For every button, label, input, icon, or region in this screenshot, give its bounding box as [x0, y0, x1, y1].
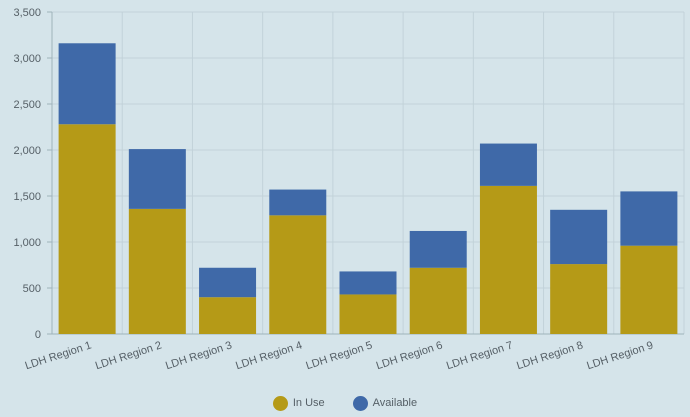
grid-lines — [51, 11, 685, 335]
y-tick-label: 3,500 — [13, 7, 41, 19]
bar-available — [550, 209, 608, 265]
y-axis: 0 500 1,000 1,500 2,000 2,500 3,000 3,500 — [13, 7, 684, 341]
bar-available — [128, 149, 186, 209]
x-tick-label: LDH Region 4 — [234, 339, 303, 372]
legend-item-available[interactable]: Available — [352, 395, 418, 411]
y-tick-label: 2,000 — [13, 145, 41, 157]
bar-available — [199, 267, 257, 298]
y-tick-label: 2,500 — [13, 99, 41, 111]
legend-label-available: Available — [372, 397, 418, 409]
bar-in-use — [620, 245, 678, 334]
legend: In Use Available — [0, 393, 690, 413]
y-tick-label: 500 — [23, 283, 41, 295]
bar-in-use — [58, 124, 116, 335]
available-swatch-icon — [352, 395, 368, 411]
bar-in-use — [269, 215, 327, 334]
x-tick-label: LDH Region 9 — [585, 339, 654, 372]
x-tick-label: LDH Region 1 — [24, 339, 93, 372]
bar-available — [339, 271, 397, 295]
bar-chart-svg: 0 500 1,000 1,500 2,000 2,500 3,000 3,500 LDH R… — [13, 7, 685, 372]
bar-available — [58, 43, 116, 125]
bar-available — [479, 143, 537, 186]
legend-label-in-use: In Use — [292, 397, 325, 409]
bar-available — [620, 191, 678, 246]
x-tick-label: LDH Region 6 — [375, 339, 444, 372]
bar-in-use — [128, 208, 186, 334]
bar-in-use — [550, 264, 608, 334]
y-tick-label: 1,000 — [13, 237, 41, 249]
y-tick-label: 3,000 — [13, 53, 41, 65]
bar-in-use — [479, 185, 537, 334]
x-tick-label: LDH Region 3 — [164, 339, 233, 372]
y-tick-label: 1,500 — [13, 191, 41, 203]
bars — [58, 43, 678, 335]
bar-in-use — [199, 297, 257, 334]
bar-available — [409, 230, 467, 268]
x-tick-label: LDH Region 5 — [305, 339, 374, 372]
x-axis-labels: LDH Region 1 LDH Region 2 LDH Region 3 LDH … — [24, 339, 655, 372]
bar-available — [269, 189, 327, 216]
legend-item-in-use[interactable]: In Use — [272, 395, 325, 411]
in-use-swatch-icon — [272, 395, 288, 411]
bar-in-use — [339, 294, 397, 334]
x-tick-label: LDH Region 7 — [445, 339, 514, 372]
bar-in-use — [409, 267, 467, 334]
x-tick-label: LDH Region 8 — [515, 339, 584, 372]
y-tick-label: 0 — [35, 329, 41, 341]
x-tick-label: LDH Region 2 — [94, 339, 163, 372]
